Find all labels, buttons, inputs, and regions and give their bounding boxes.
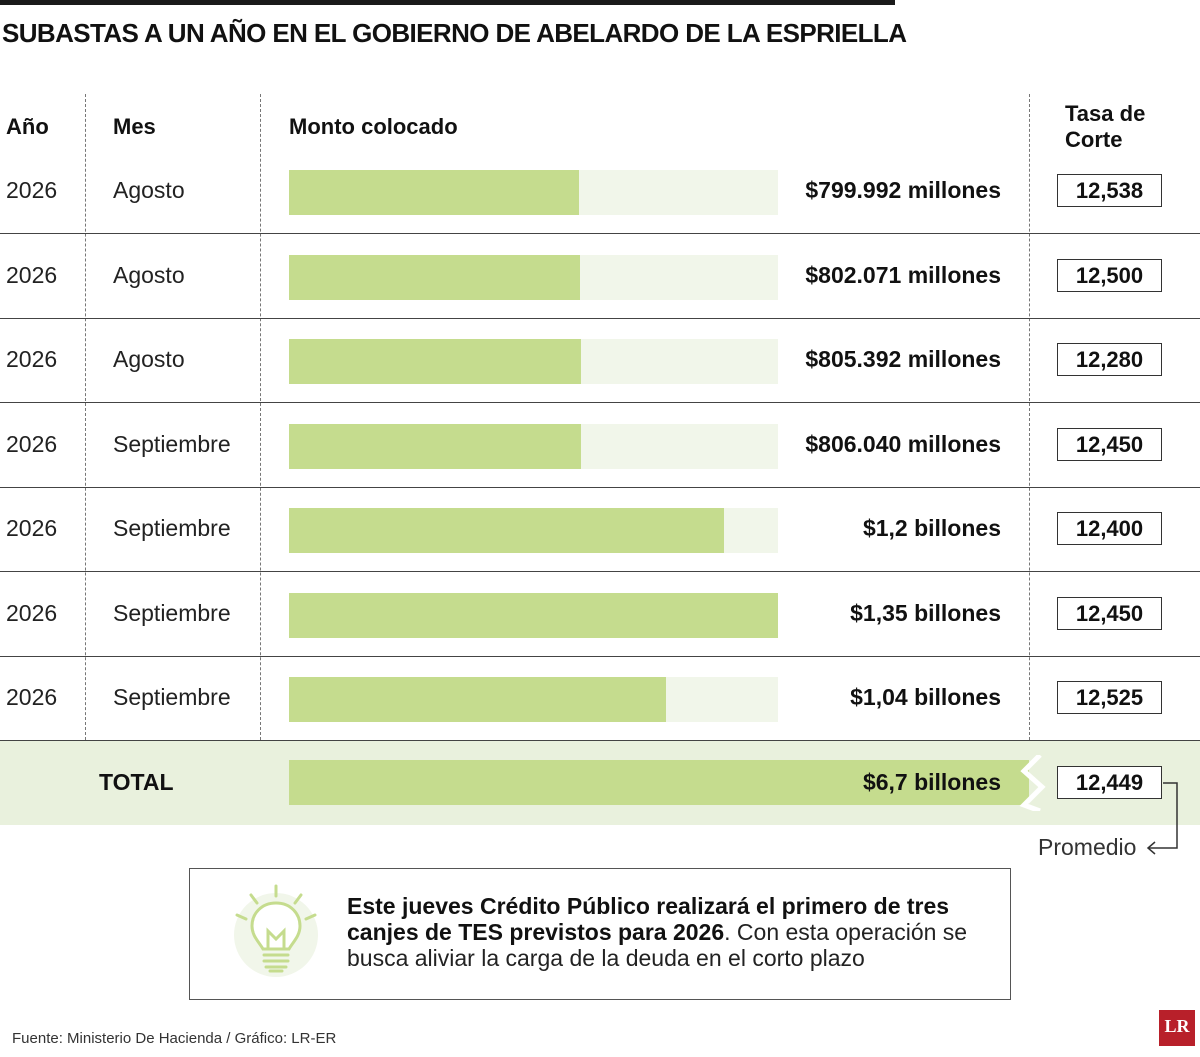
top-rule [0,0,895,5]
row-year: 2026 [6,346,58,372]
row-separator [0,233,1200,234]
bar-track [289,677,778,722]
table-row: 2026 Septiembre $806.040 millones 12,450 [0,404,1200,488]
row-year: 2026 [6,515,58,541]
row-year: 2026 [6,261,58,288]
row-year: 2026 [6,684,58,710]
header-rate-line1: Tasa de [1065,101,1146,126]
row-month: Septiembre [113,599,231,626]
row-month: Agosto [113,177,185,203]
bar-track [289,423,778,469]
lightbulb-icon [234,884,318,977]
row-month: Septiembre [113,515,231,541]
row-year: 2026 [6,599,58,626]
header-month: Mes [113,114,156,139]
bar-track [289,170,778,215]
total-separator [0,740,1200,741]
row-month: Septiembre [113,430,231,457]
row-year: 2026 [6,177,58,203]
row-rate: 12,400 [1057,512,1162,545]
column-divider [260,94,261,740]
total-bar [289,760,1029,805]
bar-track [289,254,778,300]
chart-title: SUBASTAS A UN AÑO EN EL GOBIERNO DE ABEL… [2,18,907,48]
column-divider [85,94,86,740]
total-amount: $6,7 billones [862,769,1001,795]
row-separator [0,655,1200,657]
average-note: Promedio [1038,834,1137,860]
row-rate: 12,450 [1057,596,1162,630]
source-footer: Fuente: Ministerio De Hacienda / Gráfico… [12,1030,337,1047]
info-box: Este jueves Crédito Público realizará el… [189,868,1011,1000]
bar-track [289,508,778,553]
row-rate: 12,450 [1057,427,1162,461]
bar [289,508,724,553]
header-rate-line2: Corte [1065,127,1123,152]
row-rate: 12,280 [1057,343,1162,376]
total-rate: 12,449 [1057,766,1162,799]
table-row: 2026 Agosto $802.071 millones 12,500 [0,235,1200,319]
bar-value-label: $1,35 billones [850,599,1001,626]
info-text-regular: . Con esta operación se busca aliviar la… [347,919,968,971]
bar [289,170,579,215]
bar-value-label: $805.392 millones [805,346,1001,372]
info-text-bold: Este jueves Crédito Público realizará el… [347,893,950,945]
total-label: TOTAL [99,769,174,795]
bar-value-label: $802.071 millones [805,261,1001,288]
row-month: Septiembre [113,684,231,710]
bar [289,339,581,384]
row-separator [0,317,1200,319]
table-row: 2026 Agosto $805.392 millones 12,280 [0,319,1200,403]
bar-track [289,592,778,638]
bar-value-label: $806.040 millones [805,430,1001,457]
header-amount: Monto colocado [289,114,458,139]
row-month: Agosto [113,346,185,372]
bar [289,592,778,638]
bar-value-label: $1,04 billones [850,684,1001,710]
row-separator [0,571,1200,572]
bar [289,677,666,722]
row-rate: 12,538 [1057,174,1162,207]
bar-value-label: $799.992 millones [805,177,1001,203]
table-row: 2026 Septiembre $1,35 billones 12,450 [0,573,1200,657]
table-row: 2026 Septiembre $1,2 billones 12,400 [0,488,1200,572]
bar [289,254,580,300]
break-mark [1019,755,1046,811]
row-rate: 12,525 [1057,681,1162,714]
row-separator [0,402,1200,403]
info-text: Este jueves Crédito Público realizará el… [347,893,987,971]
bar-track [289,339,778,384]
row-month: Agosto [113,261,185,288]
bar [289,423,581,469]
lr-logo: LR [1159,1010,1195,1046]
column-divider [1029,94,1030,740]
row-year: 2026 [6,430,58,457]
bar-value-label: $1,2 billones [862,515,1001,541]
row-rate: 12,500 [1057,258,1162,292]
header-rate: Tasa de Corte [1065,101,1145,153]
header-year: Año [6,114,49,139]
row-separator [0,486,1200,488]
promedio-arrow [1146,782,1178,855]
table-row: 2026 Agosto $799.992 millones 12,538 [0,150,1200,234]
table-row: 2026 Septiembre $1,04 billones 12,525 [0,657,1200,741]
